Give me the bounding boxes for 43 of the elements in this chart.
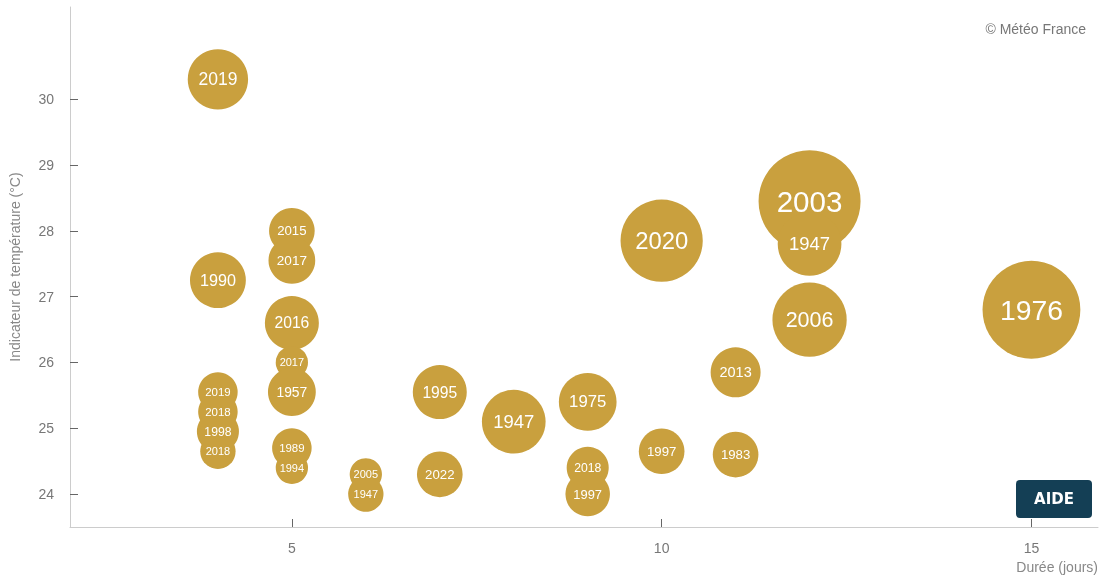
series-label: 1947 <box>353 488 379 501</box>
series-label: 2003 <box>776 184 843 218</box>
series-label: 2019 <box>205 386 231 399</box>
y-tick-label: 28 <box>38 222 55 239</box>
series-label: 2019 <box>198 69 238 90</box>
series-label: 1994 <box>279 461 305 474</box>
series-label: 2013 <box>719 364 752 381</box>
series-label: 2006 <box>785 307 834 332</box>
x-tick-label: 10 <box>653 540 670 556</box>
y-axis-title: Indicateur de température (°C) <box>7 172 23 362</box>
series-label: 2020 <box>635 227 689 255</box>
series-label: 1957 <box>276 384 308 401</box>
y-tick-label: 25 <box>38 420 55 437</box>
series-label: 1997 <box>573 486 603 502</box>
series-label: 2015 <box>277 223 307 239</box>
y-tick-label: 29 <box>38 156 55 173</box>
series-label: 1947 <box>789 233 831 255</box>
series-label: 1995 <box>422 383 458 401</box>
series-label: 1989 <box>279 442 305 455</box>
series-label: 2005 <box>353 468 379 481</box>
series-label: 2017 <box>279 356 305 369</box>
help-button: AIDE <box>1016 480 1092 518</box>
series-label: 1983 <box>720 447 751 463</box>
series-label: 1998 <box>204 424 232 439</box>
series-label: 2017 <box>276 252 307 268</box>
series-label: 1975 <box>569 392 607 412</box>
series-label: 2018 <box>205 405 231 418</box>
series-label: 2022 <box>425 466 455 482</box>
y-tick-label: 30 <box>38 91 55 108</box>
series-label: 2016 <box>274 314 310 332</box>
y-tick-label: 26 <box>38 354 55 371</box>
series-label: 1976 <box>999 293 1063 326</box>
x-tick-label: 15 <box>1023 540 1040 556</box>
annotation: © Météo France <box>985 21 1087 37</box>
y-tick-label: 27 <box>38 288 55 305</box>
series-label: 1990 <box>199 271 236 290</box>
series-label: 1997 <box>646 443 677 459</box>
series-label: 2018 <box>205 445 231 458</box>
y-tick-label: 24 <box>38 486 55 503</box>
series-label: 2018 <box>574 460 602 475</box>
series-label: 1947 <box>493 411 535 433</box>
x-axis-title: Durée (jours) <box>1016 559 1099 575</box>
x-tick-label: 5 <box>287 540 296 556</box>
